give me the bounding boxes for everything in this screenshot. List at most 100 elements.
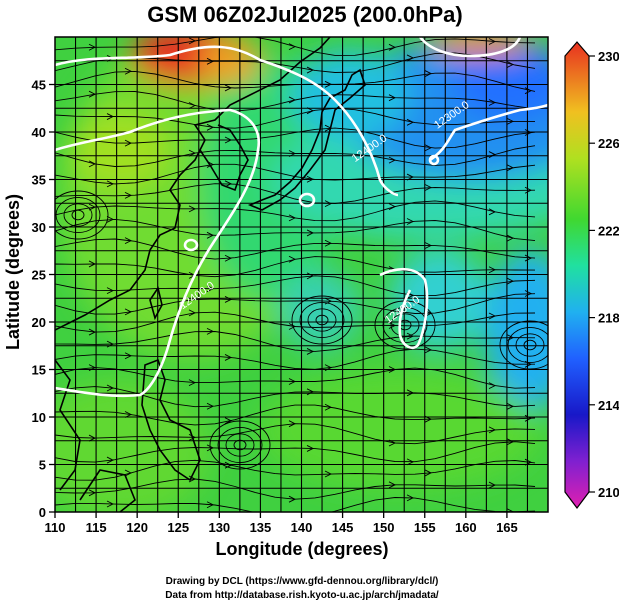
streamline-arrow: [424, 242, 433, 249]
y-tick-label: 35: [32, 173, 46, 188]
streamline: [55, 459, 536, 481]
x-tick-label: 115: [86, 520, 107, 535]
streamline-arrow: [306, 388, 315, 396]
streamline-arrow: [206, 402, 215, 410]
streamline-arrow: [124, 352, 133, 360]
streamline-arrow: [288, 255, 297, 263]
streamline-arrow: [406, 458, 415, 466]
streamline-arrow: [307, 513, 313, 519]
streamline: [55, 127, 536, 149]
x-tick-label: 150: [373, 520, 395, 535]
x-tick-label: 165: [496, 520, 518, 535]
streamline: [55, 70, 536, 92]
streamline-arrow: [506, 234, 515, 242]
x-tick-label: 125: [167, 520, 189, 535]
streamline-arrow: [424, 184, 433, 191]
streamline-arrow: [406, 494, 415, 502]
streamline-arrow: [224, 254, 233, 262]
streamline-arrow: [188, 475, 197, 483]
streamline: [55, 331, 536, 352]
streamline-arrow: [388, 203, 397, 211]
colorbar-body: [564, 41, 590, 509]
streamline-arrow: [288, 96, 297, 104]
streamline-arrow: [106, 500, 115, 508]
streamline-arrow: [506, 438, 515, 446]
colorbar-ticks: 210 214 218 222 226 230: [589, 49, 619, 500]
streamline-arrow: [88, 260, 97, 268]
streamline-arrow: [206, 231, 215, 239]
contour-small-3: [428, 154, 440, 166]
contour-12400-east: [379, 267, 429, 350]
streamline-arrow: [124, 469, 133, 477]
streamline-arrow: [306, 66, 315, 74]
streamline: [55, 107, 535, 129]
streamline-arrow: [106, 216, 115, 223]
x-axis-label: Longitude (degrees): [215, 539, 388, 559]
streamline-vortex: [55, 196, 101, 234]
colorbar-tick-label: 230: [598, 49, 619, 64]
streamline-arrow: [488, 151, 497, 158]
streamline-vortex: [71, 209, 85, 221]
streamline-arrow: [206, 501, 215, 509]
lat-lon-grid: [55, 37, 548, 512]
colorbar-tick-label: 226: [598, 136, 619, 151]
streamline-arrow: [324, 403, 333, 411]
streamline: [55, 497, 536, 512]
x-tick-label: 145: [332, 520, 354, 535]
streamline-arrow: [488, 312, 497, 320]
x-tick-label: 155: [414, 520, 436, 535]
streamline-arrow: [288, 495, 297, 503]
streamline-arrow: [88, 90, 97, 98]
streamline: [55, 441, 536, 463]
streamline-arrow: [206, 285, 215, 293]
y-tick-label: 30: [32, 220, 46, 235]
streamline-arrow: [388, 94, 397, 102]
streamline-vortex: [55, 190, 109, 240]
streamline-arrow: [424, 144, 433, 152]
y-axis-label: Latitude (degrees): [3, 194, 23, 350]
streamline-arrow: [224, 84, 233, 92]
streamline-arrow: [224, 354, 233, 361]
streamline-arrow: [188, 37, 197, 45]
streamline-arrow: [124, 191, 133, 199]
chart-title: GSM 06Z02Jul2025 (200.0hPa): [147, 2, 463, 27]
streamline: [55, 200, 536, 222]
streamline-arrow: [506, 61, 515, 68]
colorbar-tick-label: 214: [598, 398, 619, 413]
streamline-arrow: [188, 379, 197, 387]
streamline-arrow: [206, 444, 215, 452]
streamline: [55, 183, 536, 204]
streamline-arrow: [406, 332, 415, 340]
streamline: [55, 256, 536, 278]
streamline: [55, 423, 536, 445]
streamline-arrow: [224, 136, 233, 144]
x-tick-label: 120: [126, 520, 148, 535]
streamline-arrow: [424, 70, 433, 77]
streamline-arrow: [506, 402, 515, 410]
y-tick-label: 45: [32, 78, 46, 93]
streamline-arrow: [388, 481, 397, 489]
streamline-arrow: [188, 149, 197, 157]
contour-12350-north: [55, 45, 399, 197]
y-axis-ticks: 0 5 10 15 20 25 30 35 40 45: [32, 78, 55, 520]
streamline-arrow: [88, 434, 97, 442]
credit-drawing: Drawing by DCL (https://www.gfd-dennou.o…: [166, 576, 439, 587]
streamline-arrow: [406, 218, 415, 225]
y-tick-label: 15: [32, 363, 46, 378]
streamline: [55, 404, 536, 426]
streamline-arrow: [224, 417, 233, 425]
contour-small-2: [183, 238, 199, 252]
geopotential-contours: [55, 37, 548, 398]
y-tick-label: 0: [39, 505, 46, 520]
streamline: [55, 348, 535, 370]
streamline-arrow: [288, 43, 297, 51]
streamline-arrow: [88, 328, 97, 336]
streamline-arrow: [188, 433, 197, 441]
streamline: [55, 145, 536, 167]
y-tick-label: 40: [32, 125, 46, 140]
streamline-arrow: [506, 277, 515, 285]
streamline-arrow: [324, 239, 333, 247]
streamline-vortex: [523, 339, 537, 351]
streamline-arrow: [306, 229, 315, 237]
